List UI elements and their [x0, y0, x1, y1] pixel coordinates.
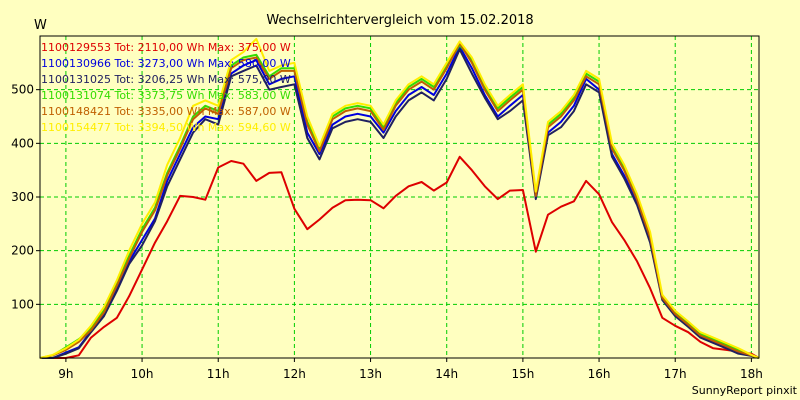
x-tick-label: 17h — [664, 367, 687, 381]
credit-text: SunnyReport pinxit — [692, 384, 798, 397]
legend-entry-3: 1100131025 Tot: 3206,25 Wh Max: 575,00 W — [41, 73, 291, 86]
legend-entry-5: 1100148421 Tot: 3335,00 Wh Max: 587,00 W — [41, 105, 291, 118]
y-axis-label: W — [34, 18, 47, 33]
legend-entry-2: 1100130966 Tot: 3273,00 Wh Max: 580,00 W — [41, 57, 291, 70]
series-line-3 — [40, 48, 760, 359]
x-tick-label: 15h — [511, 367, 534, 381]
grid — [40, 36, 759, 358]
y-tick-label: 500 — [11, 83, 34, 97]
legend-entry-1: 1100129553 Tot: 2110,00 Wh Max: 375,00 W — [41, 41, 291, 54]
y-tick-label: 100 — [11, 297, 34, 311]
x-tick-label: 11h — [207, 367, 230, 381]
legend: 1100129553 Tot: 2110,00 Wh Max: 375,00 W… — [41, 41, 291, 134]
y-tick-label: 200 — [11, 244, 34, 258]
x-tick-label: 9h — [58, 367, 73, 381]
x-tick-label: 13h — [359, 367, 382, 381]
x-tick-label: 10h — [131, 367, 154, 381]
series-line-1 — [40, 155, 760, 359]
series-line-5 — [39, 42, 760, 359]
series-line-6 — [39, 37, 760, 359]
x-tick-label: 14h — [435, 367, 458, 381]
x-tick-label: 18h — [740, 367, 763, 381]
x-tick-label: 12h — [283, 367, 306, 381]
series-lines — [39, 37, 760, 359]
x-tick-label: 16h — [588, 367, 611, 381]
legend-entry-6: 1100154477 Tot: 3394,50 Wh Max: 594,60 W — [41, 121, 291, 134]
y-tick-label: 400 — [11, 136, 34, 150]
legend-entry-4: 1100131074 Tot: 3373,75 Wh Max: 583,00 W — [41, 89, 291, 102]
y-tick-label: 300 — [11, 190, 34, 204]
chart-title: Wechselrichtervergleich vom 15.02.2018 — [266, 13, 533, 28]
axes: 9h 10h 11h 12h 13h 14h 15h 16h 17h 18h 100 200 300 40… — [11, 35, 763, 381]
